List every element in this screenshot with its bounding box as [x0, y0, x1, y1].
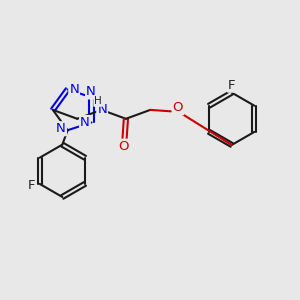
Text: N: N	[69, 83, 79, 96]
Text: N: N	[86, 85, 96, 98]
Text: N: N	[56, 122, 66, 135]
Text: F: F	[28, 179, 35, 192]
Text: F: F	[228, 79, 236, 92]
Text: H: H	[94, 96, 102, 106]
Text: O: O	[173, 101, 183, 114]
Text: O: O	[118, 140, 129, 153]
Text: N: N	[97, 103, 107, 116]
Text: N: N	[80, 116, 90, 129]
